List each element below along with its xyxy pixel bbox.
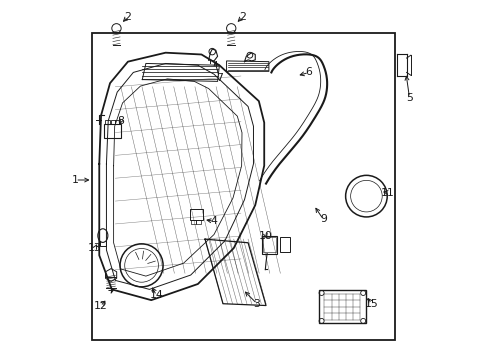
Bar bbox=[279, 237, 290, 252]
Text: 11: 11 bbox=[380, 188, 394, 198]
Text: 5: 5 bbox=[405, 93, 412, 103]
Bar bbox=[104, 124, 121, 138]
Text: 1: 1 bbox=[72, 175, 79, 185]
Bar bbox=[190, 210, 202, 220]
Bar bbox=[261, 235, 276, 253]
Text: 15: 15 bbox=[364, 299, 378, 309]
Text: 6: 6 bbox=[305, 67, 312, 77]
Bar bbox=[262, 237, 275, 252]
Text: 9: 9 bbox=[319, 215, 326, 224]
Text: 13: 13 bbox=[88, 243, 102, 253]
Text: 8: 8 bbox=[117, 116, 124, 126]
Bar bbox=[191, 220, 196, 225]
Text: 2: 2 bbox=[239, 12, 245, 22]
Text: 2: 2 bbox=[124, 12, 131, 22]
Text: 3: 3 bbox=[253, 299, 260, 309]
Bar bbox=[92, 33, 394, 339]
Text: 10: 10 bbox=[259, 231, 272, 240]
Bar bbox=[196, 220, 201, 225]
Text: 14: 14 bbox=[149, 291, 163, 301]
Bar bbox=[319, 291, 365, 323]
Bar bbox=[115, 121, 120, 124]
Text: 7: 7 bbox=[216, 73, 223, 83]
Text: 12: 12 bbox=[93, 301, 107, 311]
Text: 4: 4 bbox=[210, 216, 217, 226]
Bar bbox=[105, 121, 109, 124]
Bar bbox=[110, 121, 115, 124]
